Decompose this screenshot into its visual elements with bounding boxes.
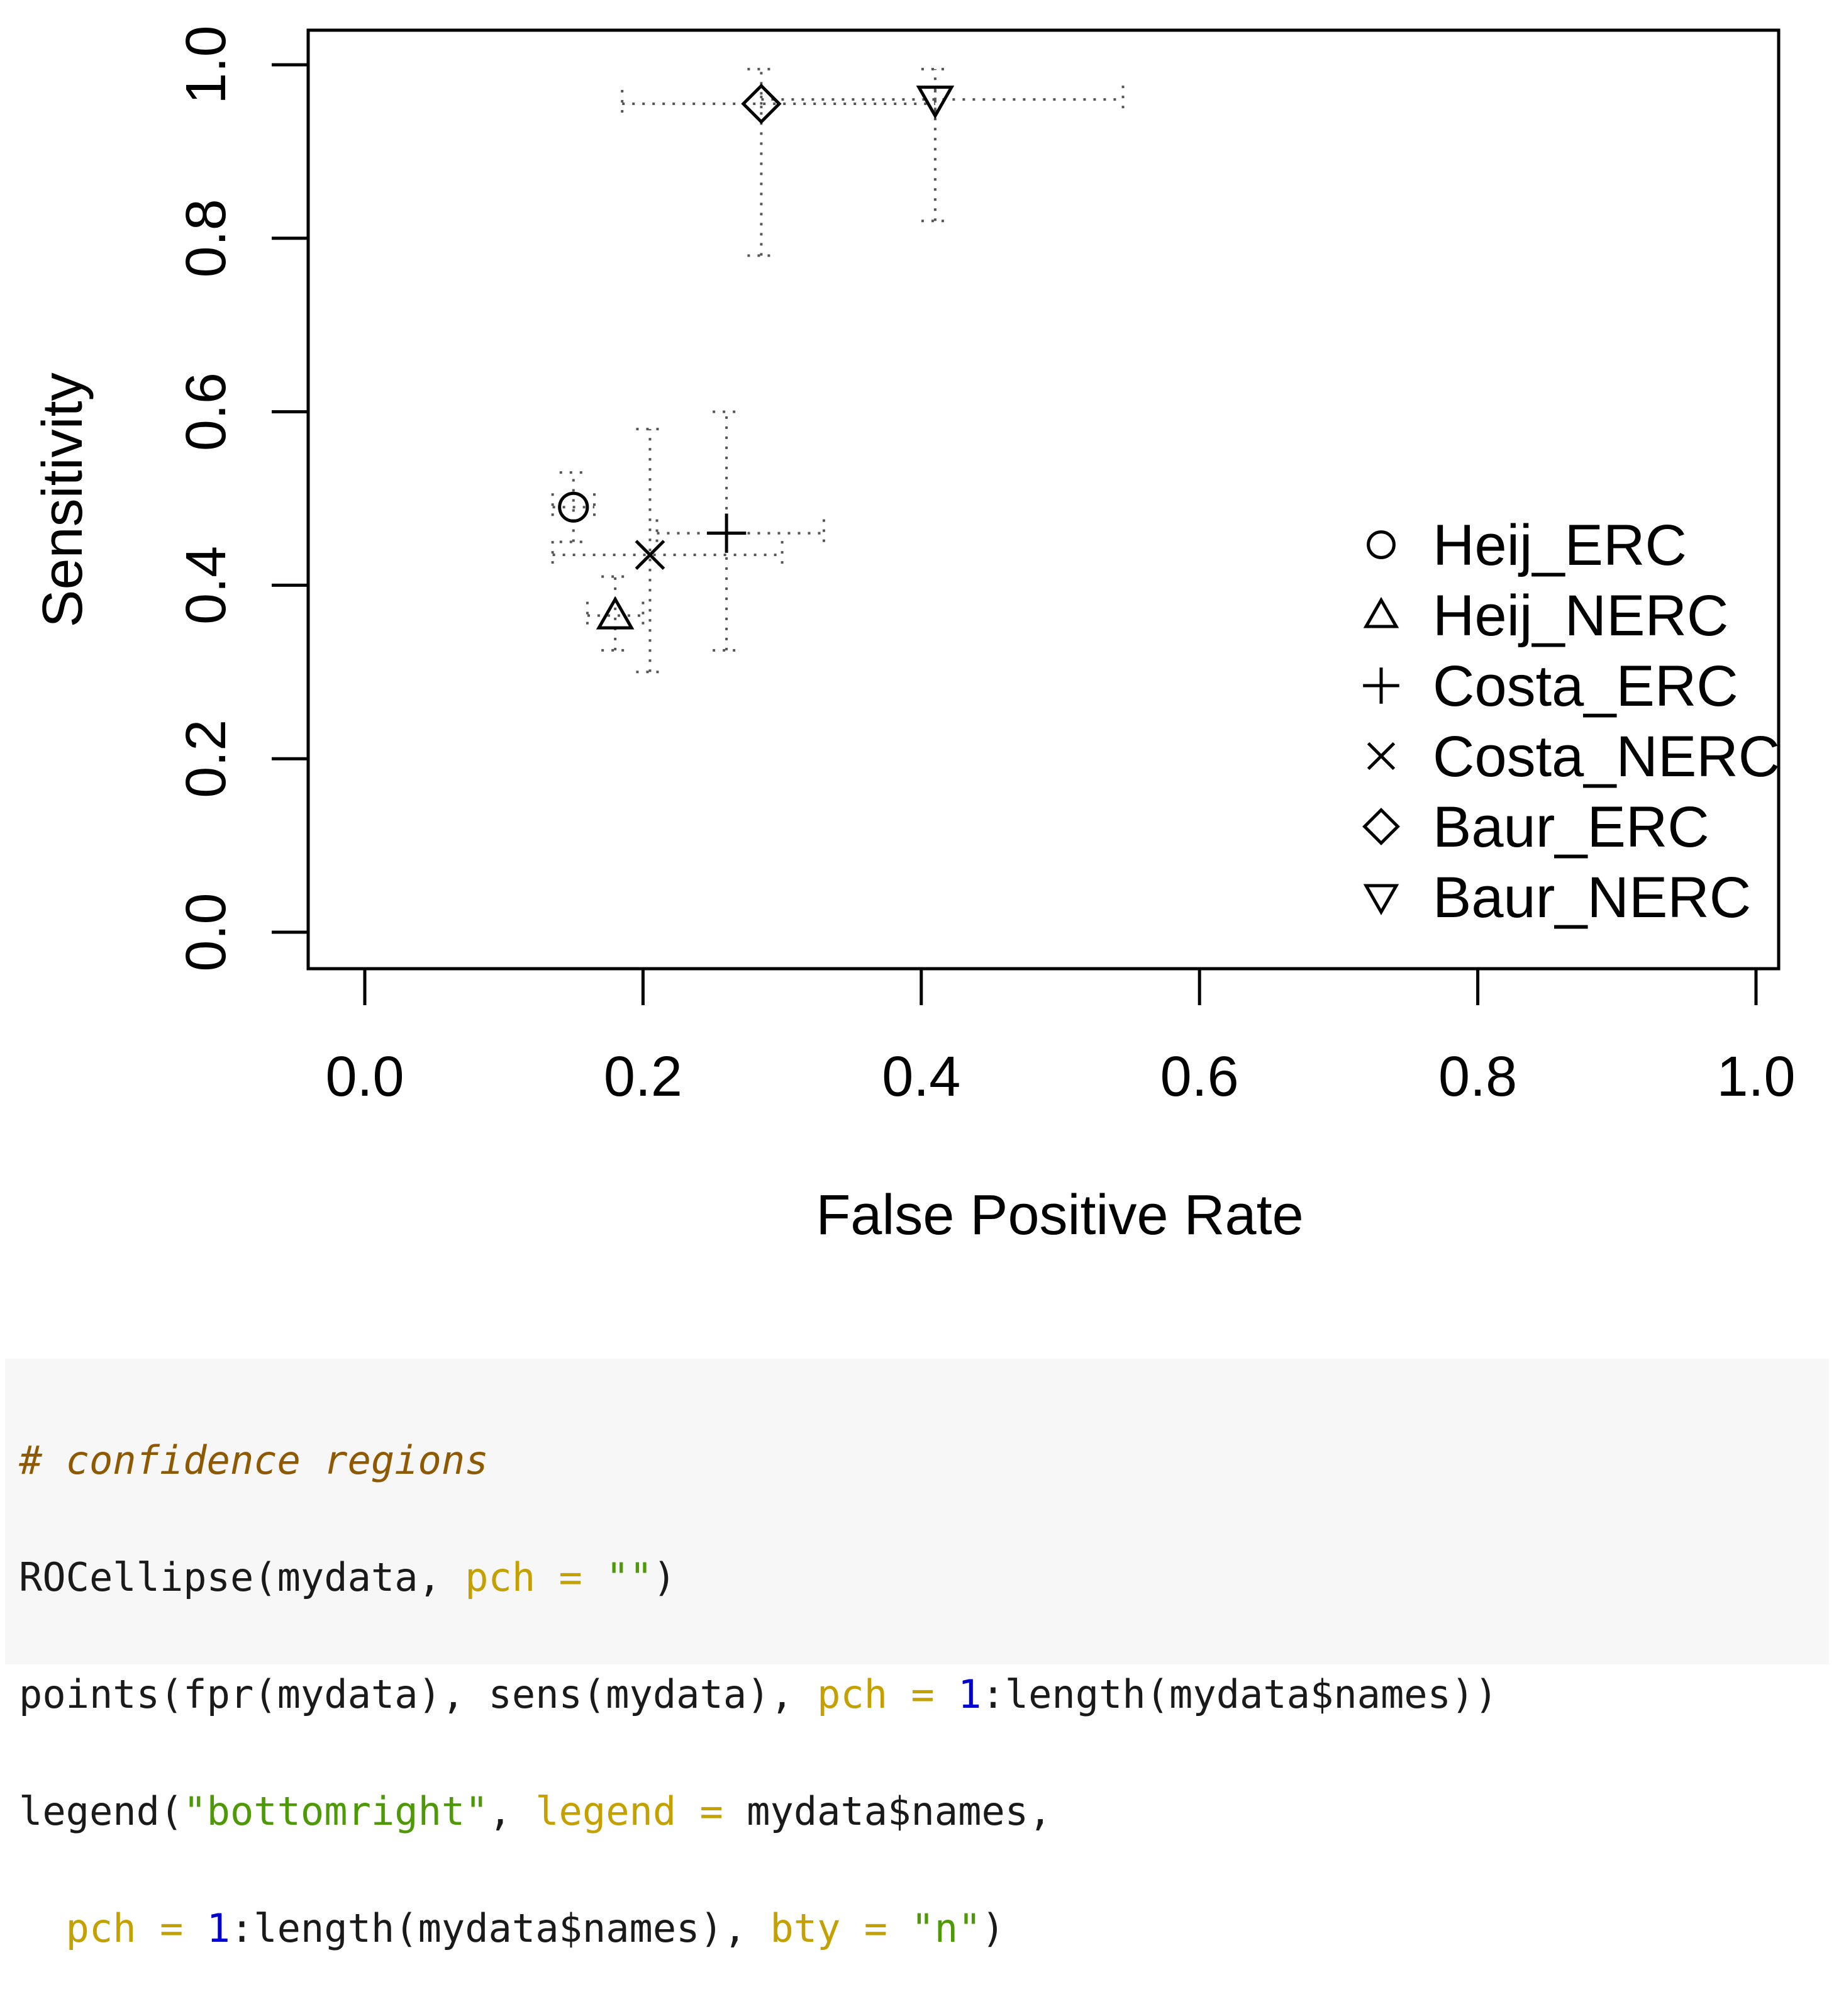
legend-symbol-diamond	[1362, 808, 1400, 845]
code-line-comment: # confidence regions	[19, 1431, 1815, 1490]
legend-label: Heij_ERC	[1433, 513, 1687, 577]
x-tick-label: 0.0	[325, 1045, 404, 1108]
code-token: =	[535, 1554, 606, 1600]
code-token: ROCellipse(mydata,	[19, 1554, 465, 1600]
point-triangle-down	[916, 86, 955, 120]
x-tick-label: 0.2	[604, 1045, 682, 1108]
roc-scatter-chart: 0.0 0.2 0.4 0.6 0.8 1.0 0.0 0.2 0.4 0.6 0.8 1.0 Hei…	[31, 25, 1796, 1247]
x-tick-label: 0.8	[1438, 1045, 1517, 1108]
code-comment: # confidence regions	[19, 1437, 489, 1483]
code-token: :length(mydata$names),	[230, 1905, 770, 1951]
legend-label: Baur_ERC	[1433, 795, 1709, 859]
legend-symbol-triangle-down	[1363, 884, 1399, 916]
legend-label: Costa_NERC	[1433, 725, 1780, 789]
y-tick-label: 0.0	[175, 893, 238, 971]
y-tick-label: 0.2	[175, 720, 238, 798]
code-token: =	[676, 1788, 747, 1834]
legend-label: Costa_ERC	[1433, 654, 1738, 718]
code-line-points: points(fpr(mydata), sens(mydata), pch = …	[19, 1665, 1815, 1724]
code-token: =	[840, 1905, 911, 1951]
code-token: 1	[958, 1671, 982, 1717]
code-token: mydata$names,	[747, 1788, 1052, 1834]
code-token: ,	[488, 1788, 536, 1834]
code-token: bty	[770, 1905, 841, 1951]
code-token: =	[136, 1905, 207, 1951]
code-token: 1	[206, 1905, 230, 1951]
code-token: )	[981, 1905, 1005, 1951]
code-token: =	[887, 1671, 959, 1717]
point-diamond	[741, 83, 782, 125]
confidence-regions	[551, 67, 1125, 674]
data-points	[558, 83, 955, 630]
code-block: # confidence regions ROCellipse(mydata, …	[5, 1359, 1829, 1951]
legend-symbol-cross	[1367, 742, 1396, 771]
point-triangle-up	[596, 596, 635, 630]
y-tick-label: 0.6	[175, 372, 238, 451]
legend-symbol-circle	[1367, 530, 1396, 559]
y-tick-label: 0.4	[175, 546, 238, 625]
x-tick-label: 0.4	[882, 1045, 960, 1108]
code-token: pch	[465, 1554, 536, 1600]
code-token	[19, 1905, 66, 1951]
code-token: "bottomright"	[183, 1788, 489, 1834]
x-tick-label: 0.6	[1160, 1045, 1239, 1108]
legend-symbol-plus	[1363, 667, 1399, 704]
y-tick-label: 1.0	[175, 25, 238, 104]
y-tick-label: 0.8	[175, 199, 238, 277]
code-token: legend	[535, 1788, 677, 1834]
code-token: "n"	[911, 1905, 982, 1951]
axes: 0.0 0.2 0.4 0.6 0.8 1.0 0.0 0.2 0.4 0.6 0.8 1.0	[175, 25, 1796, 1108]
legend-symbol-triangle-up	[1363, 596, 1399, 628]
code-token: :length(mydata$names))	[981, 1671, 1498, 1717]
legend-label: Heij_NERC	[1433, 584, 1728, 648]
legend-label: Baur_NERC	[1433, 866, 1751, 930]
code-line-rocellipse: ROCellipse(mydata, pch = "")	[19, 1548, 1815, 1607]
code-token: points(fpr(mydata), sens(mydata),	[19, 1671, 818, 1717]
code-token: pch	[817, 1671, 888, 1717]
x-tick-label: 1.0	[1716, 1045, 1795, 1108]
code-token: pch	[65, 1905, 136, 1951]
point-plus	[706, 513, 747, 553]
code-token: )	[652, 1554, 677, 1600]
point-cross	[635, 540, 665, 571]
code-line-legend-cont: pch = 1:length(mydata$names), bty = "n")	[19, 1899, 1815, 1958]
point-circle	[558, 491, 589, 523]
y-axis-label: Sensitivity	[31, 372, 94, 627]
legend: Heij_ERCHeij_NERCCosta_ERCCosta_NERCBaur…	[1362, 513, 1780, 930]
code-line-legend: legend("bottomright", legend = mydata$na…	[19, 1782, 1815, 1841]
code-token: legend(	[19, 1788, 184, 1834]
code-token: ""	[606, 1554, 653, 1600]
x-axis-label: False Positive Rate	[816, 1184, 1303, 1247]
